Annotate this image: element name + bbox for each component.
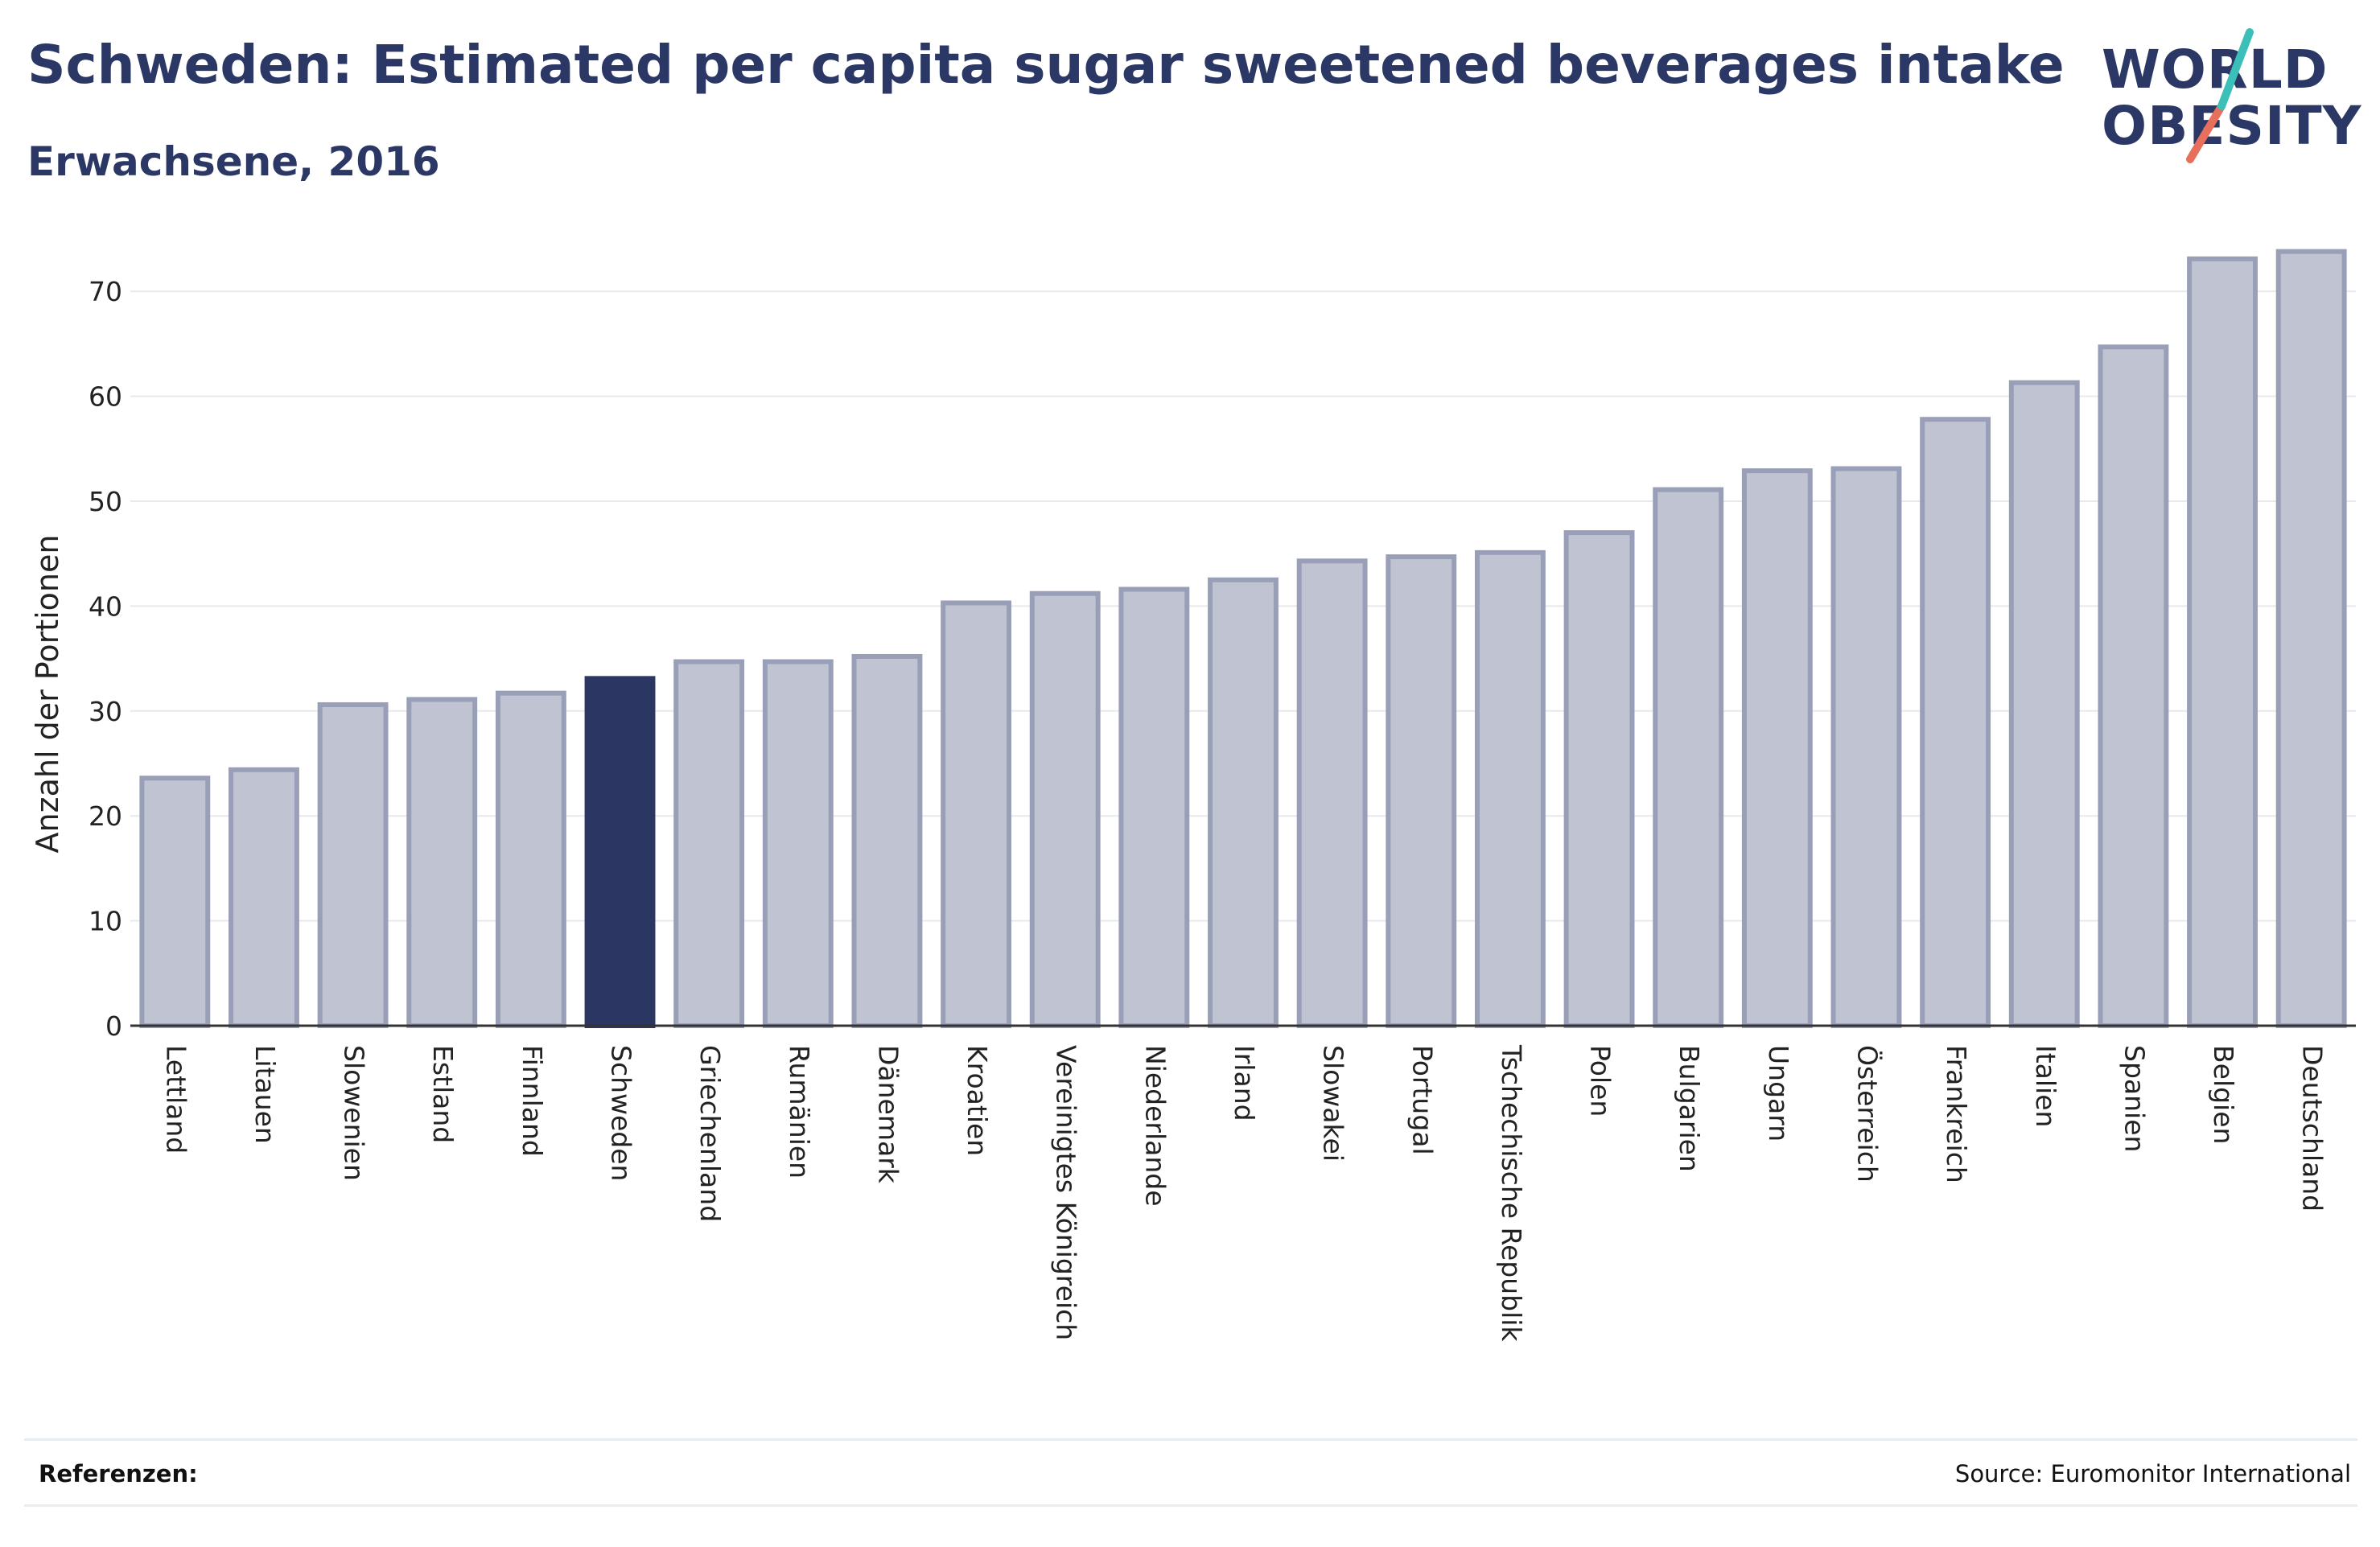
bar-dänemark	[851, 653, 923, 1028]
logo-line-2: OBESITY	[2102, 95, 2362, 157]
x-tick-label: Rumänien	[784, 1045, 815, 1179]
bar-portugal	[1386, 554, 1457, 1028]
bars	[139, 249, 2347, 1029]
x-tick-label: Ungarn	[1763, 1045, 1794, 1142]
x-tick-labels: Lettland Litauen Slowenien Estland Finnland S…	[160, 1044, 2328, 1342]
x-tick-label: Niederlande	[1139, 1045, 1171, 1207]
x-tick-label: Griechenland	[694, 1045, 726, 1222]
bar-kroatien	[941, 600, 1012, 1028]
bar-finnland	[495, 690, 566, 1028]
bar-schweden	[584, 676, 656, 1028]
x-tick-label: Estland	[427, 1045, 459, 1143]
bar-irland	[1208, 577, 1279, 1028]
chart-subtitle: Erwachsene, 2016	[27, 138, 440, 185]
bar-bulgarien	[1653, 487, 1724, 1028]
bar-italien	[2008, 380, 2080, 1028]
bar-niederlande	[1118, 586, 1190, 1028]
logo-slash-icon	[2186, 28, 2254, 163]
x-tick-label: Spanien	[2119, 1045, 2150, 1152]
logo-line-1: WORLD	[2102, 39, 2329, 101]
x-tick-label: Frankreich	[1941, 1045, 1972, 1183]
bar-vereinigtes-königreich	[1029, 590, 1101, 1028]
bar-deutschland	[2275, 249, 2347, 1028]
y-tick-label: 60	[89, 381, 122, 413]
bar-chart: 0 10 20 30 40 50 60 70 Lettland Litauen Slowenien…	[30, 249, 2356, 1342]
x-tick-label: Österreich	[1851, 1045, 1884, 1183]
footer-divider-bottom	[24, 1504, 2357, 1507]
y-tick-label: 70	[89, 276, 122, 307]
source-credit: Source: Euromonitor International	[1954, 1460, 2351, 1487]
x-tick-label: Deutschland	[2297, 1045, 2329, 1212]
bar-rumänien	[762, 659, 834, 1028]
x-tick-label: Portugal	[1406, 1045, 1438, 1155]
bar-litauen	[229, 767, 299, 1028]
footer-divider-top	[24, 1438, 2357, 1441]
x-tick-label: Slowenien	[339, 1045, 370, 1181]
x-tick-label: Kroatien	[961, 1045, 993, 1156]
y-tick-label: 30	[89, 696, 122, 727]
x-tick-label: Belgien	[2208, 1045, 2239, 1144]
bar-belgien	[2187, 256, 2258, 1028]
world-obesity-logo: WORLD OBESITY	[2084, 24, 2361, 169]
y-tick-label: 20	[89, 800, 122, 832]
x-tick-label: Vereinigtes Königreich	[1051, 1045, 1082, 1340]
bar-slowakei	[1296, 558, 1368, 1028]
bar-polen	[1563, 530, 1635, 1028]
chart-title: Schweden: Estimated per capita sugar swe…	[27, 34, 2065, 96]
bar-österreich	[1830, 466, 1902, 1028]
x-tick-label: Irland	[1229, 1045, 1260, 1121]
bar-estland	[406, 697, 478, 1029]
bar-lettland	[139, 776, 211, 1028]
bar-slowenien	[317, 701, 389, 1028]
x-tick-label: Lettland	[160, 1045, 191, 1154]
x-tick-label: Dänemark	[872, 1045, 904, 1184]
bar-spanien	[2098, 344, 2169, 1028]
y-axis-label: Anzahl der Portionen	[30, 535, 65, 854]
bar-tschechische-republik	[1474, 549, 1546, 1028]
bar-frankreich	[1920, 417, 1991, 1028]
x-tick-label: Bulgarien	[1674, 1045, 1705, 1172]
y-tick-label: 0	[105, 1010, 122, 1042]
x-tick-label: Tschechische Republik	[1496, 1044, 1527, 1342]
bar-ungarn	[1741, 468, 1813, 1028]
x-tick-label: Slowakei	[1318, 1045, 1349, 1162]
y-tick-label: 50	[89, 486, 122, 517]
references-label: Referenzen:	[39, 1460, 198, 1487]
x-tick-label: Italien	[2030, 1045, 2061, 1127]
x-tick-label: Polen	[1585, 1045, 1616, 1117]
y-tick-label: 40	[89, 590, 122, 622]
bar-griechenland	[673, 659, 745, 1028]
x-tick-label: Schweden	[606, 1045, 637, 1181]
y-tick-label: 10	[89, 906, 122, 937]
x-tick-label: Finnland	[517, 1045, 548, 1157]
y-tick-labels: 0 10 20 30 40 50 60 70	[89, 276, 122, 1042]
x-tick-label: Litauen	[249, 1045, 281, 1144]
